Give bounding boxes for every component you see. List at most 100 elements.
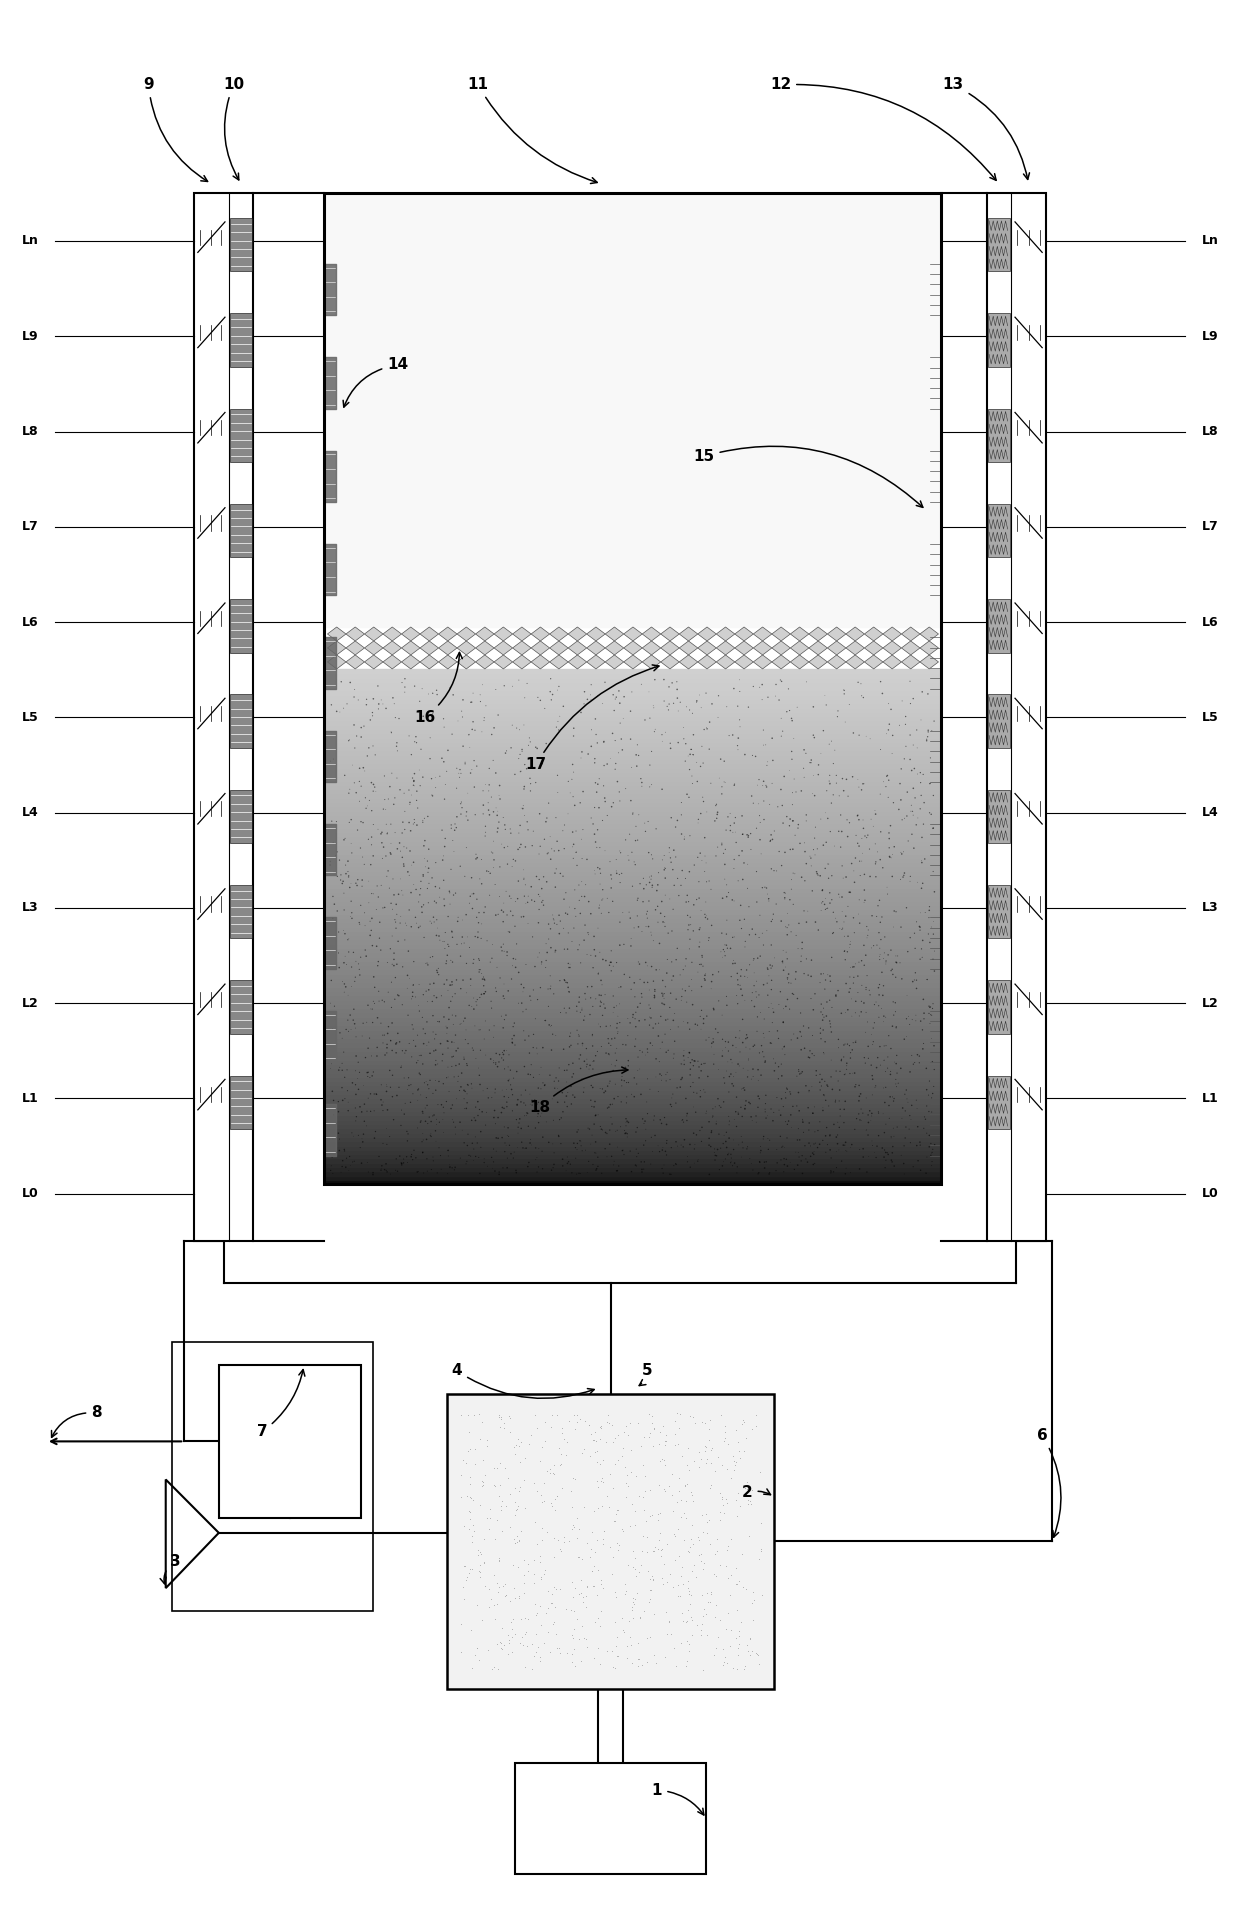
Point bbox=[560, 1030, 580, 1061]
Polygon shape bbox=[642, 627, 661, 640]
Point bbox=[805, 1149, 825, 1179]
Point bbox=[481, 837, 501, 868]
Point bbox=[613, 1030, 632, 1061]
Point bbox=[562, 927, 582, 957]
Point bbox=[722, 1047, 742, 1078]
Point bbox=[650, 929, 670, 959]
Point bbox=[510, 715, 529, 745]
Point bbox=[630, 988, 650, 1019]
Point bbox=[620, 696, 640, 726]
Point bbox=[817, 986, 837, 1017]
Point bbox=[807, 833, 827, 864]
Point bbox=[802, 875, 822, 906]
Point bbox=[498, 1462, 518, 1492]
Point bbox=[600, 1531, 620, 1561]
Point bbox=[708, 957, 728, 988]
Point bbox=[425, 1074, 445, 1105]
Point bbox=[781, 1024, 801, 1055]
Point bbox=[626, 1133, 646, 1164]
Point bbox=[439, 875, 459, 906]
Point bbox=[784, 806, 804, 837]
Point bbox=[709, 1477, 729, 1508]
Point bbox=[534, 824, 554, 854]
Point bbox=[367, 1080, 387, 1110]
Point bbox=[730, 1036, 750, 1066]
Point bbox=[660, 837, 680, 868]
Point bbox=[502, 963, 522, 994]
Point bbox=[386, 818, 405, 848]
Point bbox=[476, 818, 496, 848]
Point bbox=[920, 1009, 940, 1040]
Point bbox=[470, 1068, 490, 1099]
Point bbox=[337, 1005, 357, 1036]
Point bbox=[484, 1045, 503, 1076]
Point bbox=[382, 1036, 402, 1066]
Point bbox=[789, 808, 808, 839]
Point bbox=[732, 1141, 751, 1171]
Point bbox=[434, 711, 454, 741]
Point bbox=[556, 1072, 575, 1103]
Point bbox=[480, 879, 500, 910]
Point bbox=[765, 680, 785, 711]
Point bbox=[564, 913, 584, 944]
Point bbox=[735, 1093, 755, 1124]
Point bbox=[706, 1456, 725, 1487]
Point bbox=[621, 1080, 641, 1110]
Point bbox=[517, 1632, 537, 1663]
Point bbox=[901, 820, 921, 850]
Point bbox=[532, 946, 552, 977]
Point bbox=[923, 944, 942, 975]
Point bbox=[673, 1106, 693, 1137]
Point bbox=[738, 1022, 758, 1053]
Point bbox=[804, 720, 823, 751]
Point bbox=[590, 1466, 610, 1496]
Point bbox=[365, 973, 384, 1003]
Point bbox=[467, 1127, 487, 1158]
Point bbox=[768, 1149, 787, 1179]
Point bbox=[627, 1628, 647, 1659]
Point bbox=[500, 1512, 520, 1542]
Point bbox=[883, 1112, 903, 1143]
Point bbox=[487, 1452, 507, 1483]
Point bbox=[603, 1557, 622, 1588]
Point bbox=[366, 1078, 386, 1108]
Point bbox=[897, 732, 916, 762]
Point bbox=[348, 1120, 368, 1150]
Point bbox=[650, 1470, 670, 1500]
Point bbox=[332, 1085, 352, 1116]
Point bbox=[645, 1414, 665, 1445]
Point bbox=[593, 1529, 613, 1559]
Point bbox=[563, 1464, 583, 1494]
Point bbox=[740, 1034, 760, 1064]
Point bbox=[680, 1038, 699, 1068]
Point bbox=[460, 1481, 480, 1512]
Point bbox=[476, 1040, 496, 1070]
Point bbox=[810, 967, 830, 998]
Point bbox=[696, 1600, 715, 1630]
Text: 16: 16 bbox=[414, 652, 463, 724]
Point bbox=[588, 1099, 608, 1129]
Point bbox=[856, 1047, 875, 1078]
Point bbox=[759, 883, 779, 913]
Point bbox=[675, 824, 694, 854]
Point bbox=[463, 1032, 482, 1063]
Point bbox=[900, 1057, 920, 1087]
Text: Ln: Ln bbox=[1202, 235, 1219, 247]
Point bbox=[559, 1020, 579, 1051]
Point bbox=[909, 1041, 929, 1072]
Point bbox=[475, 820, 495, 850]
Point bbox=[444, 837, 464, 868]
Point bbox=[368, 977, 388, 1007]
Point bbox=[520, 1038, 539, 1068]
Point bbox=[619, 1066, 639, 1097]
Point bbox=[397, 1116, 417, 1147]
Point bbox=[777, 912, 797, 942]
Point bbox=[818, 959, 838, 990]
Point bbox=[403, 770, 423, 801]
Point bbox=[332, 868, 352, 898]
Point bbox=[494, 1093, 513, 1124]
Point bbox=[624, 1082, 644, 1112]
Point bbox=[564, 1127, 584, 1158]
Point bbox=[443, 1152, 463, 1183]
Point bbox=[378, 977, 398, 1007]
